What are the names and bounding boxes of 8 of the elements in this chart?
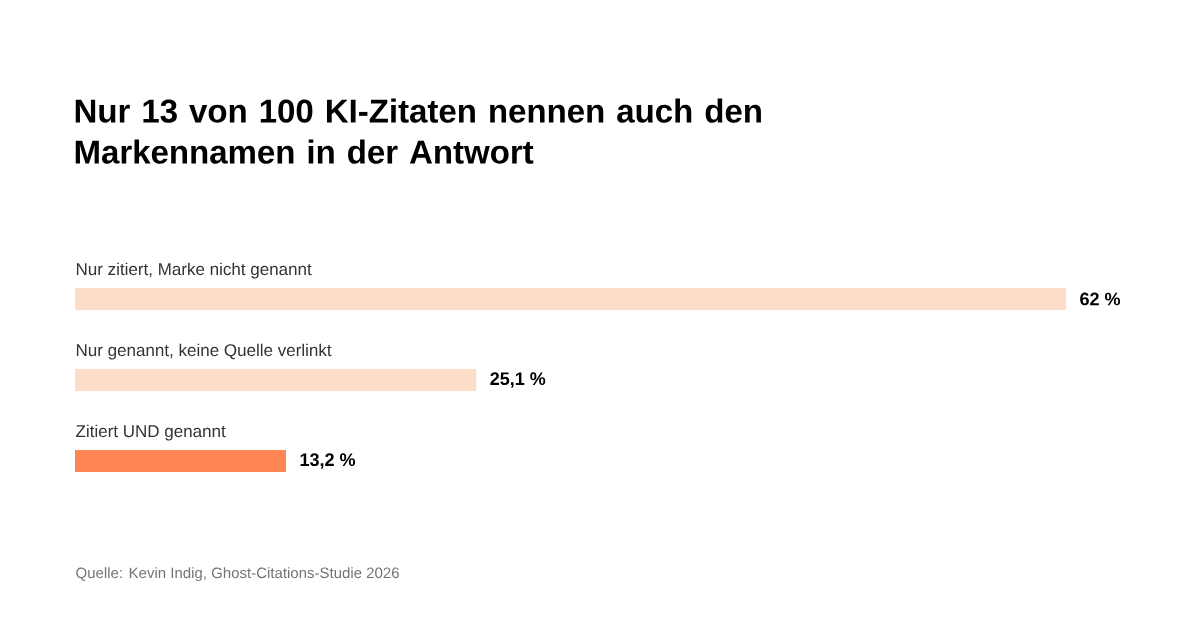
data-label: 25,1 %: [490, 372, 546, 388]
y-tick-label: Nur zitiert, Marke nicht genannt: [76, 262, 312, 279]
source-note: Quelle: Kevin Indig, Ghost-Citations-Studie 2026: [76, 567, 399, 582]
data-label: 62 %: [1080, 292, 1121, 306]
y-tick-label: Zitiert UND genannt: [76, 424, 226, 441]
chart-title: Nur 13 von 100 KI-Zitaten nennen auch den Markennamen in der Antwort: [75, 98, 761, 164]
data-label: 13,2 %: [300, 453, 356, 469]
y-tick-label: Nur genannt, keine Quelle verlinkt: [76, 343, 332, 360]
